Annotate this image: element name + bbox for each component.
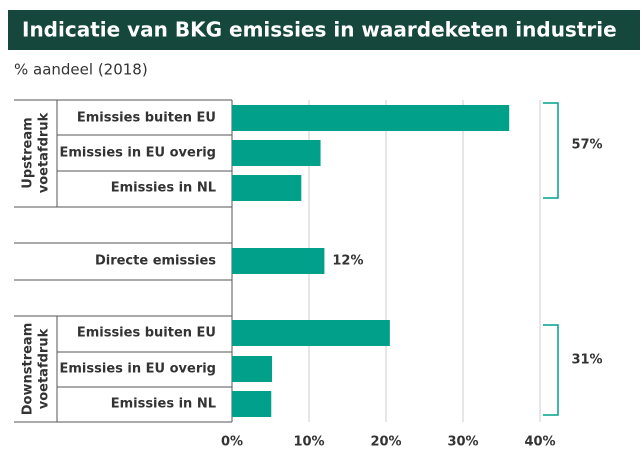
bar <box>232 320 390 346</box>
y-tick-label: Emissies in NL <box>111 181 216 196</box>
subtitle: % aandeel (2018) <box>14 61 148 79</box>
x-tick-label: 20% <box>370 435 401 450</box>
y-tick-label: Emissies buiten EU <box>77 326 216 341</box>
bar <box>232 356 273 382</box>
bar <box>232 391 272 417</box>
chart-title: Indicatie van BKG emissies in waardekete… <box>22 18 617 42</box>
x-tick-label: 40% <box>524 435 555 450</box>
y-tick-label: Emissies in EU overig <box>60 362 217 377</box>
group-total: 31% <box>571 353 602 368</box>
bar <box>232 140 321 166</box>
group-label: voetafdruk <box>37 112 52 193</box>
y-tick-label: Directe emissies <box>95 254 216 269</box>
bar <box>232 248 325 274</box>
group-label: voetafdruk <box>37 328 52 409</box>
bar <box>232 175 302 201</box>
y-tick-label: Emissies in EU overig <box>60 146 217 161</box>
y-tick-label: Emissies in NL <box>111 397 216 412</box>
bracket <box>543 324 559 416</box>
bracket <box>543 102 559 199</box>
y-tick-label: Emissies buiten EU <box>77 111 216 126</box>
bar <box>232 105 510 131</box>
group-total: 57% <box>571 138 602 153</box>
x-tick-label: 0% <box>221 435 243 450</box>
value-label: 12% <box>332 254 363 269</box>
x-tick-label: 10% <box>293 435 324 450</box>
title-bar <box>8 10 640 50</box>
group-label: Upstream <box>21 117 36 188</box>
group-label: Downstream <box>21 323 36 416</box>
x-tick-label: 30% <box>447 435 478 450</box>
